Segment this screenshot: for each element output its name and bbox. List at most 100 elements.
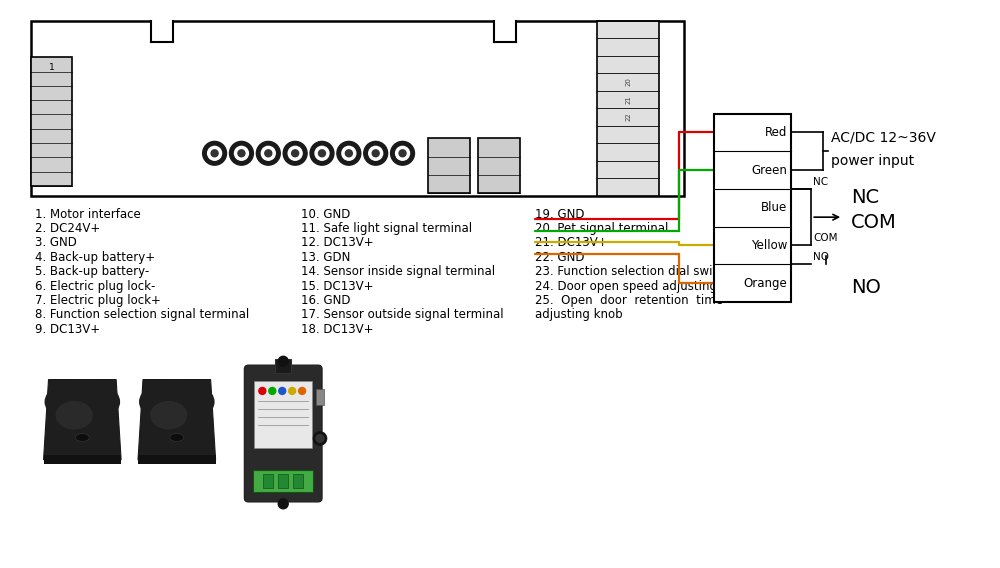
Text: 2. DC24V+: 2. DC24V+ [35,222,100,235]
Circle shape [342,147,356,160]
Circle shape [234,147,248,160]
Circle shape [337,141,361,165]
Text: 18. DC13V+: 18. DC13V+ [301,323,374,336]
Text: 7. Electric plug lock+: 7. Electric plug lock+ [35,294,160,307]
Text: COM: COM [813,233,838,244]
Bar [478,139,520,193]
Circle shape [203,141,227,165]
Text: power input: power input [831,154,914,168]
Circle shape [292,150,299,157]
Circle shape [288,147,302,160]
Text: 22: 22 [625,112,631,122]
Text: AC/DC 12~36V: AC/DC 12~36V [831,131,936,144]
Bar [263,474,273,488]
Bar [275,359,291,373]
Text: 12. DC13V+: 12. DC13V+ [301,236,374,249]
Circle shape [369,147,383,160]
Bar [151,19,173,43]
Circle shape [372,150,379,157]
Text: 5. Back-up battery-: 5. Back-up battery- [35,265,149,278]
Bar [429,141,451,165]
Text: 20: 20 [625,77,631,86]
Text: COM: COM [851,212,897,232]
Text: NC: NC [851,189,879,207]
Circle shape [211,150,218,157]
Text: 14. Sensor inside signal terminal: 14. Sensor inside signal terminal [301,265,495,278]
Text: Red: Red [765,126,787,139]
Text: 23. Function selection dial switch: 23. Function selection dial switch [535,265,731,278]
Text: 17. Sensor outside signal terminal: 17. Sensor outside signal terminal [301,308,504,321]
Text: 21. DC13V+: 21. DC13V+ [535,236,607,249]
FancyBboxPatch shape [244,365,322,502]
Circle shape [208,147,222,160]
Text: 15. DC13V+: 15. DC13V+ [301,279,374,293]
Text: 13. GDN: 13. GDN [301,251,350,264]
Circle shape [319,150,325,157]
Circle shape [289,387,296,394]
Bar [253,470,313,492]
Circle shape [238,150,245,157]
Ellipse shape [139,379,215,424]
Bar [597,20,659,196]
Circle shape [299,387,306,394]
Text: 10. GND: 10. GND [301,208,350,221]
Circle shape [399,150,406,157]
Polygon shape [44,379,121,460]
Text: Green: Green [752,164,787,177]
Text: Blue: Blue [761,201,787,214]
Text: 24. Door open speed adjusting knob: 24. Door open speed adjusting knob [535,279,750,293]
Bar [494,19,516,43]
Text: Yellow: Yellow [751,239,787,252]
Circle shape [313,432,327,445]
Circle shape [315,147,329,160]
Text: Orange: Orange [744,277,787,290]
Circle shape [261,147,275,160]
Bar [254,381,312,448]
Bar [31,57,72,186]
Bar [278,474,288,488]
Circle shape [269,387,276,394]
Text: NC: NC [813,177,828,187]
Text: 20. Pet signal terminal: 20. Pet signal terminal [535,222,668,235]
Text: 3. GND: 3. GND [35,236,76,249]
Text: 11. Safe light signal terminal: 11. Safe light signal terminal [301,222,472,235]
Text: 6. Electric plug lock-: 6. Electric plug lock- [35,279,155,293]
Circle shape [279,387,286,394]
Text: 1: 1 [49,62,54,72]
Circle shape [364,141,388,165]
Bar [293,474,303,488]
Text: adjusting knob: adjusting knob [535,308,622,321]
Text: 8. Function selection signal terminal: 8. Function selection signal terminal [35,308,249,321]
Ellipse shape [56,401,93,429]
Text: NO: NO [851,278,881,298]
Circle shape [391,141,414,165]
Circle shape [230,141,253,165]
Circle shape [283,141,307,165]
Circle shape [310,141,334,165]
Text: 9. DC13V+: 9. DC13V+ [35,323,100,336]
Bar [138,456,216,464]
Circle shape [345,150,352,157]
Text: NO: NO [813,252,829,262]
Circle shape [278,356,288,366]
Bar [714,114,791,302]
Bar [316,389,324,405]
Text: 4. Back-up battery+: 4. Back-up battery+ [35,251,155,264]
Ellipse shape [45,379,120,424]
Text: 1. Motor interface: 1. Motor interface [35,208,140,221]
Circle shape [265,150,272,157]
Text: 25.  Open  door  retention  time: 25. Open door retention time [535,294,723,307]
Text: 19. GND: 19. GND [535,208,584,221]
Text: 21: 21 [625,95,631,104]
Ellipse shape [150,401,187,429]
Text: 22. GND: 22. GND [535,251,584,264]
Bar [428,139,470,193]
Circle shape [278,499,288,509]
Ellipse shape [170,433,184,441]
Circle shape [256,141,280,165]
Ellipse shape [75,433,89,441]
Text: 16. GND: 16. GND [301,294,351,307]
Circle shape [316,435,324,442]
Circle shape [259,387,266,394]
Bar [44,456,121,464]
